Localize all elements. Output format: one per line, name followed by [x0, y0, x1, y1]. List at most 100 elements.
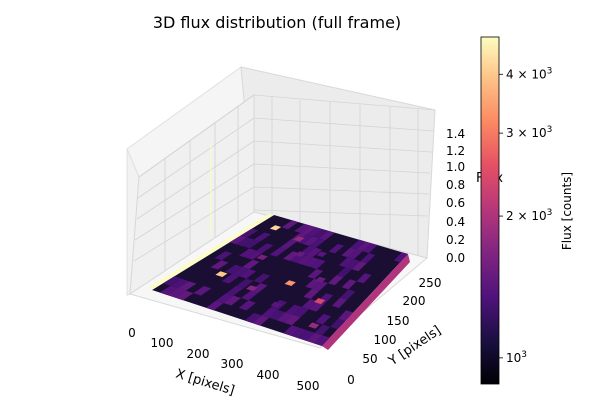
surface-cell	[256, 243, 274, 253]
y-tick-label: 100	[374, 333, 397, 347]
colorbar	[480, 36, 500, 385]
surface-cell	[240, 228, 259, 238]
hot-pixel	[284, 280, 296, 286]
surface-cell	[301, 299, 318, 310]
surface-cell	[303, 257, 320, 267]
surface-cell	[239, 248, 257, 258]
surface-cell	[238, 300, 256, 311]
surface-cell	[356, 241, 372, 252]
hot-pixel	[246, 285, 258, 292]
surface-edge-right	[322, 254, 410, 350]
surface-cell	[285, 304, 302, 315]
z-tick-label: 0.6	[446, 196, 465, 210]
surface-cell	[298, 330, 315, 341]
surface-plot	[150, 145, 410, 350]
surface-cell	[253, 232, 271, 242]
surface-cell	[305, 278, 322, 289]
surface-cell	[340, 289, 356, 300]
surface-cell	[236, 237, 254, 247]
surface-cell	[232, 266, 250, 277]
hot-pixel	[308, 322, 320, 329]
surface-cell	[300, 225, 317, 235]
surface-cell	[345, 259, 361, 270]
hot-pixels	[215, 225, 328, 329]
x-axis-ticks: 0 100 200 300 400 500	[128, 326, 319, 393]
x-tick-label: 500	[297, 379, 320, 393]
surface-cell	[309, 259, 326, 269]
surface-cell	[338, 257, 354, 268]
surface-cell	[307, 269, 324, 279]
surface-cell	[276, 312, 294, 323]
grid-lines	[133, 94, 436, 270]
hot-pixel	[316, 251, 328, 257]
z-tick-label: 1.2	[446, 144, 465, 158]
surface-cell	[296, 234, 313, 244]
hot-pixel	[294, 251, 306, 257]
surface-cell	[210, 260, 229, 270]
y-axis-ticks: 0 50 100 150 200 250	[347, 276, 441, 387]
surface-cell	[296, 255, 313, 265]
z-tick-label: 0.4	[446, 215, 465, 229]
surface-cell	[312, 281, 328, 291]
surface-cell	[245, 250, 264, 260]
surface-cell	[331, 297, 348, 308]
surface-cell	[224, 264, 243, 274]
hot-pixel	[256, 254, 268, 260]
surface-cell	[393, 252, 408, 263]
surface-cell	[206, 300, 224, 311]
surface-cell	[243, 239, 261, 249]
surface-cell	[170, 278, 189, 289]
surface-cell	[214, 251, 233, 261]
surface-cell	[239, 269, 257, 279]
x-tick-label: 400	[257, 368, 280, 382]
surface-cell	[281, 220, 299, 230]
hot-pixel	[270, 301, 283, 308]
surface-cell	[294, 223, 311, 233]
surface-cell	[341, 279, 357, 290]
surface-cell	[315, 313, 331, 325]
surface-cell	[178, 281, 197, 291]
y-tick-label: 250	[419, 276, 442, 290]
surface-cell	[261, 307, 279, 318]
surface-cell	[229, 235, 248, 245]
surface-cell	[269, 310, 286, 321]
surface-edge-left	[150, 214, 274, 290]
surface-cell	[280, 240, 297, 250]
surface-cell	[226, 285, 244, 296]
surface-cell	[242, 259, 260, 270]
z-tick-label: 0.8	[446, 178, 465, 192]
surface-cell	[284, 314, 301, 326]
y-tick-label: 150	[387, 314, 410, 328]
surface-cell	[175, 290, 194, 301]
surface-cell	[293, 306, 309, 318]
z-tick-label: 0.0	[446, 251, 465, 265]
z-tick-label: 0.2	[446, 233, 465, 247]
surface-cell	[327, 275, 344, 286]
surface-cell	[283, 251, 300, 261]
surface-cell	[347, 249, 363, 260]
surface-cell	[283, 325, 300, 336]
surface-cell	[306, 227, 323, 237]
surface-cell	[328, 243, 344, 254]
colorbar-tick-label: 3 × 103	[506, 125, 552, 140]
surface-cell	[314, 335, 330, 346]
surface-cell	[236, 278, 254, 289]
surface-cell	[338, 310, 354, 321]
surface-cell	[291, 327, 308, 339]
surface-cell	[223, 295, 241, 306]
surface-cell	[163, 276, 182, 286]
colorbar-label: Flux [counts]	[560, 172, 574, 250]
surface-cell	[356, 273, 372, 284]
surface-cell	[309, 238, 326, 248]
surface-cell	[336, 267, 352, 278]
chart-title: 3D flux distribution (full frame)	[153, 13, 401, 32]
surface-cell	[193, 286, 212, 296]
x-tick-label: 100	[151, 336, 174, 350]
surface-cell	[250, 283, 268, 293]
z-tick-label: 1.4	[446, 127, 465, 141]
surface-cell	[306, 332, 323, 344]
surface-cell	[314, 324, 331, 336]
surface-cell	[319, 231, 335, 241]
hot-pixel	[269, 225, 282, 231]
